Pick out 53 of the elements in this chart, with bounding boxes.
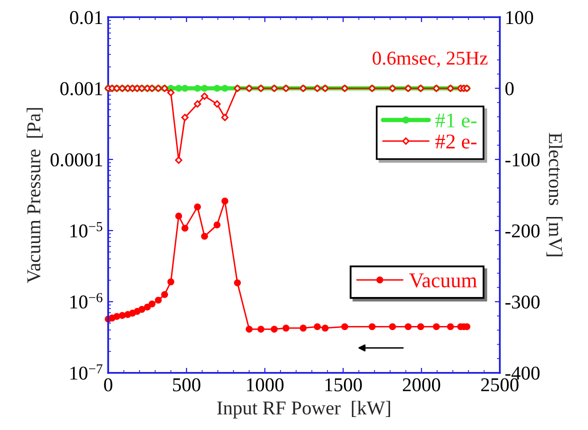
x-tick-label: 2500 (481, 378, 519, 392)
point (270, 326, 278, 333)
y2-tick-label: -100 (505, 153, 540, 166)
y-tick-label: 0.0001 (50, 153, 102, 166)
point (257, 326, 264, 333)
point (175, 212, 182, 220)
point (148, 300, 156, 308)
point (154, 296, 162, 304)
point (446, 323, 454, 330)
point (181, 224, 188, 232)
x-axis-title: Input RF Power [kW] (217, 400, 390, 418)
point (138, 306, 146, 313)
point (300, 324, 307, 332)
y2-axis-title: Electrons [mV] (546, 132, 563, 256)
annotation: 0.6msec, 25Hz (372, 52, 488, 68)
point (282, 324, 290, 332)
legend-label: #2 e- (435, 134, 477, 149)
y-tick-label: 10$^{−5}$ (70, 222, 102, 238)
point (314, 323, 321, 330)
point (368, 323, 376, 330)
y-tick-label: 10$^{−7}$ (70, 364, 102, 380)
x-tick-label: 0 (104, 378, 112, 392)
y2-tick-label: -200 (505, 224, 540, 238)
point (167, 278, 174, 286)
point (194, 203, 201, 210)
x-tick-label: 2000 (402, 378, 440, 392)
point (161, 291, 168, 298)
y2-tick-label: 100 (506, 11, 534, 24)
point (214, 221, 221, 228)
x-tick-label: 1000 (247, 378, 284, 392)
point (144, 304, 151, 311)
y2-tick-label: 0 (505, 82, 514, 96)
y-tick-label: 0.01 (70, 11, 102, 24)
y2-tick-label: -300 (505, 296, 540, 309)
y-axis-title: Vacuum Pressure [Pa] (26, 108, 43, 284)
point (341, 323, 348, 330)
point (201, 232, 208, 240)
x-tick-label: 500 (173, 378, 200, 392)
y-tick-label: 0.001 (60, 82, 102, 96)
point (404, 323, 412, 330)
x-tick-label: 1500 (325, 378, 362, 392)
point (322, 324, 329, 332)
legend-label: Vacuum (409, 274, 477, 288)
y-tick-label: 10$^{−6}$ (70, 293, 102, 309)
point (432, 323, 440, 330)
point (389, 323, 396, 330)
y2-tick-label: -400 (505, 366, 540, 380)
point (221, 198, 228, 205)
legend-label: #1 e- (435, 114, 477, 128)
point (417, 323, 424, 330)
point (118, 312, 126, 319)
point (234, 279, 241, 286)
point (246, 326, 253, 333)
